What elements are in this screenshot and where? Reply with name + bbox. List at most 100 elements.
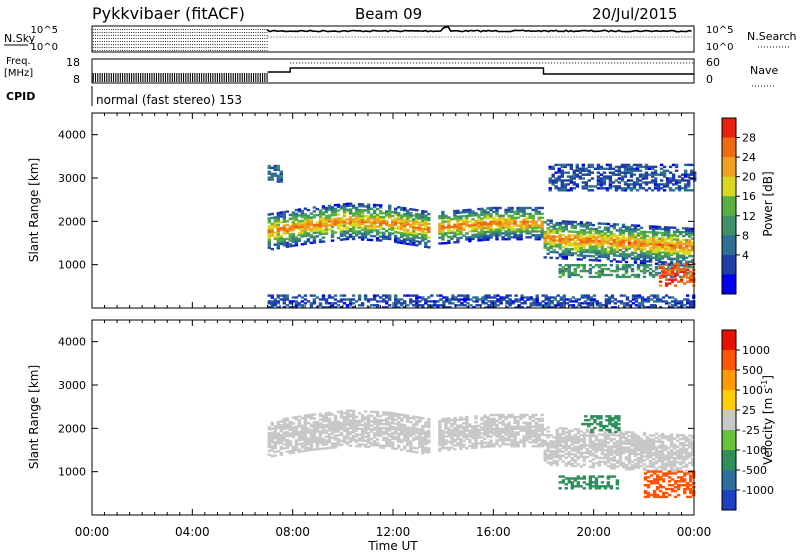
power-cell <box>534 206 538 210</box>
power-cell <box>516 224 520 227</box>
power-cell <box>576 248 580 251</box>
velocity-cell <box>540 417 544 421</box>
velocity-cell <box>459 434 463 437</box>
power-cell <box>664 272 669 276</box>
power-cell <box>279 228 283 232</box>
power-cell <box>621 243 626 246</box>
velocity-cell <box>379 430 383 434</box>
velocity-cell <box>477 424 481 428</box>
velocity-cell <box>321 443 326 446</box>
power-cell <box>507 208 511 212</box>
velocity-cell <box>615 451 620 455</box>
power-cell <box>655 294 660 297</box>
nsky-label: N.Sky <box>4 32 36 45</box>
velocity-cell <box>406 432 410 435</box>
power-cell <box>294 240 299 243</box>
power-cell <box>635 165 640 169</box>
velocity-cell <box>513 427 517 430</box>
power-cell <box>348 233 353 237</box>
power-cell <box>615 244 620 248</box>
power-cell <box>303 298 308 301</box>
power-cell <box>573 244 577 247</box>
power-cell <box>357 224 362 227</box>
power-cell <box>516 238 520 241</box>
velocity-cell <box>394 428 398 431</box>
power-cell <box>406 242 410 246</box>
power-cell <box>640 304 645 307</box>
velocity-cell <box>651 438 656 441</box>
power-cell <box>267 178 271 181</box>
power-cell <box>543 230 547 234</box>
velocity-cell <box>528 435 532 438</box>
power-cell <box>626 179 631 182</box>
power-cell <box>441 218 445 222</box>
power-cell <box>576 264 580 267</box>
power-cell <box>567 234 571 237</box>
velocity-cell <box>564 446 568 450</box>
power-cell <box>603 267 608 271</box>
power-cell <box>486 222 490 226</box>
power-cell <box>621 252 626 256</box>
power-cell <box>357 216 362 220</box>
velocity-cell <box>624 467 629 471</box>
power-cell <box>675 234 680 237</box>
power-cell <box>372 217 377 220</box>
power-cell <box>366 209 371 212</box>
power-cell <box>267 242 271 245</box>
power-cell <box>560 165 564 169</box>
power-cell <box>388 231 392 235</box>
power-cell <box>309 228 314 231</box>
power-cell <box>534 230 538 233</box>
power-cell <box>474 229 478 232</box>
power-cell <box>656 187 661 190</box>
power-cell <box>643 306 648 309</box>
velocity-cell <box>636 458 641 462</box>
power-cell <box>634 300 639 303</box>
power-cell <box>552 237 556 240</box>
power-cell <box>570 271 574 275</box>
power-cell <box>571 304 575 307</box>
power-cell <box>674 163 679 167</box>
velocity-cell <box>588 444 593 447</box>
velocity-cell <box>366 433 371 437</box>
power-cell <box>600 230 605 233</box>
power-cell <box>397 206 401 209</box>
velocity-cell <box>324 435 329 438</box>
power-cell <box>306 238 311 241</box>
power-cell <box>394 213 398 216</box>
velocity-cell <box>409 442 413 445</box>
power-cell <box>605 177 610 180</box>
nsky-line <box>266 25 692 33</box>
power-cell <box>658 274 663 277</box>
power-cell <box>471 214 475 217</box>
velocity-cell <box>421 448 425 451</box>
power-cell <box>495 230 499 233</box>
power-cell <box>675 246 680 249</box>
velocity-cell <box>627 456 632 459</box>
power-cell <box>475 300 479 303</box>
velocity-cell <box>579 447 583 451</box>
velocity-cell <box>351 419 356 422</box>
velocity-cell <box>501 427 505 430</box>
velocity-cell <box>309 440 314 444</box>
power-cell <box>609 273 614 277</box>
power-cell <box>279 176 283 179</box>
velocity-cell <box>339 426 344 429</box>
power-cell <box>573 230 577 234</box>
power-cell <box>627 233 632 237</box>
velocity-cell <box>345 423 350 426</box>
velocity-cell <box>591 464 596 467</box>
power-cell <box>648 227 653 230</box>
velocity-cell <box>424 431 428 434</box>
power-cell <box>418 217 422 220</box>
power-cell <box>465 238 469 241</box>
velocity-cell <box>651 457 656 461</box>
velocity-cell <box>279 451 283 454</box>
power-cell <box>279 178 283 181</box>
power-cell <box>535 294 539 297</box>
velocity-cell <box>294 433 299 436</box>
power-cell <box>514 300 518 303</box>
power-cell <box>354 214 359 217</box>
power-cell <box>276 245 280 248</box>
power-cell <box>546 227 550 230</box>
